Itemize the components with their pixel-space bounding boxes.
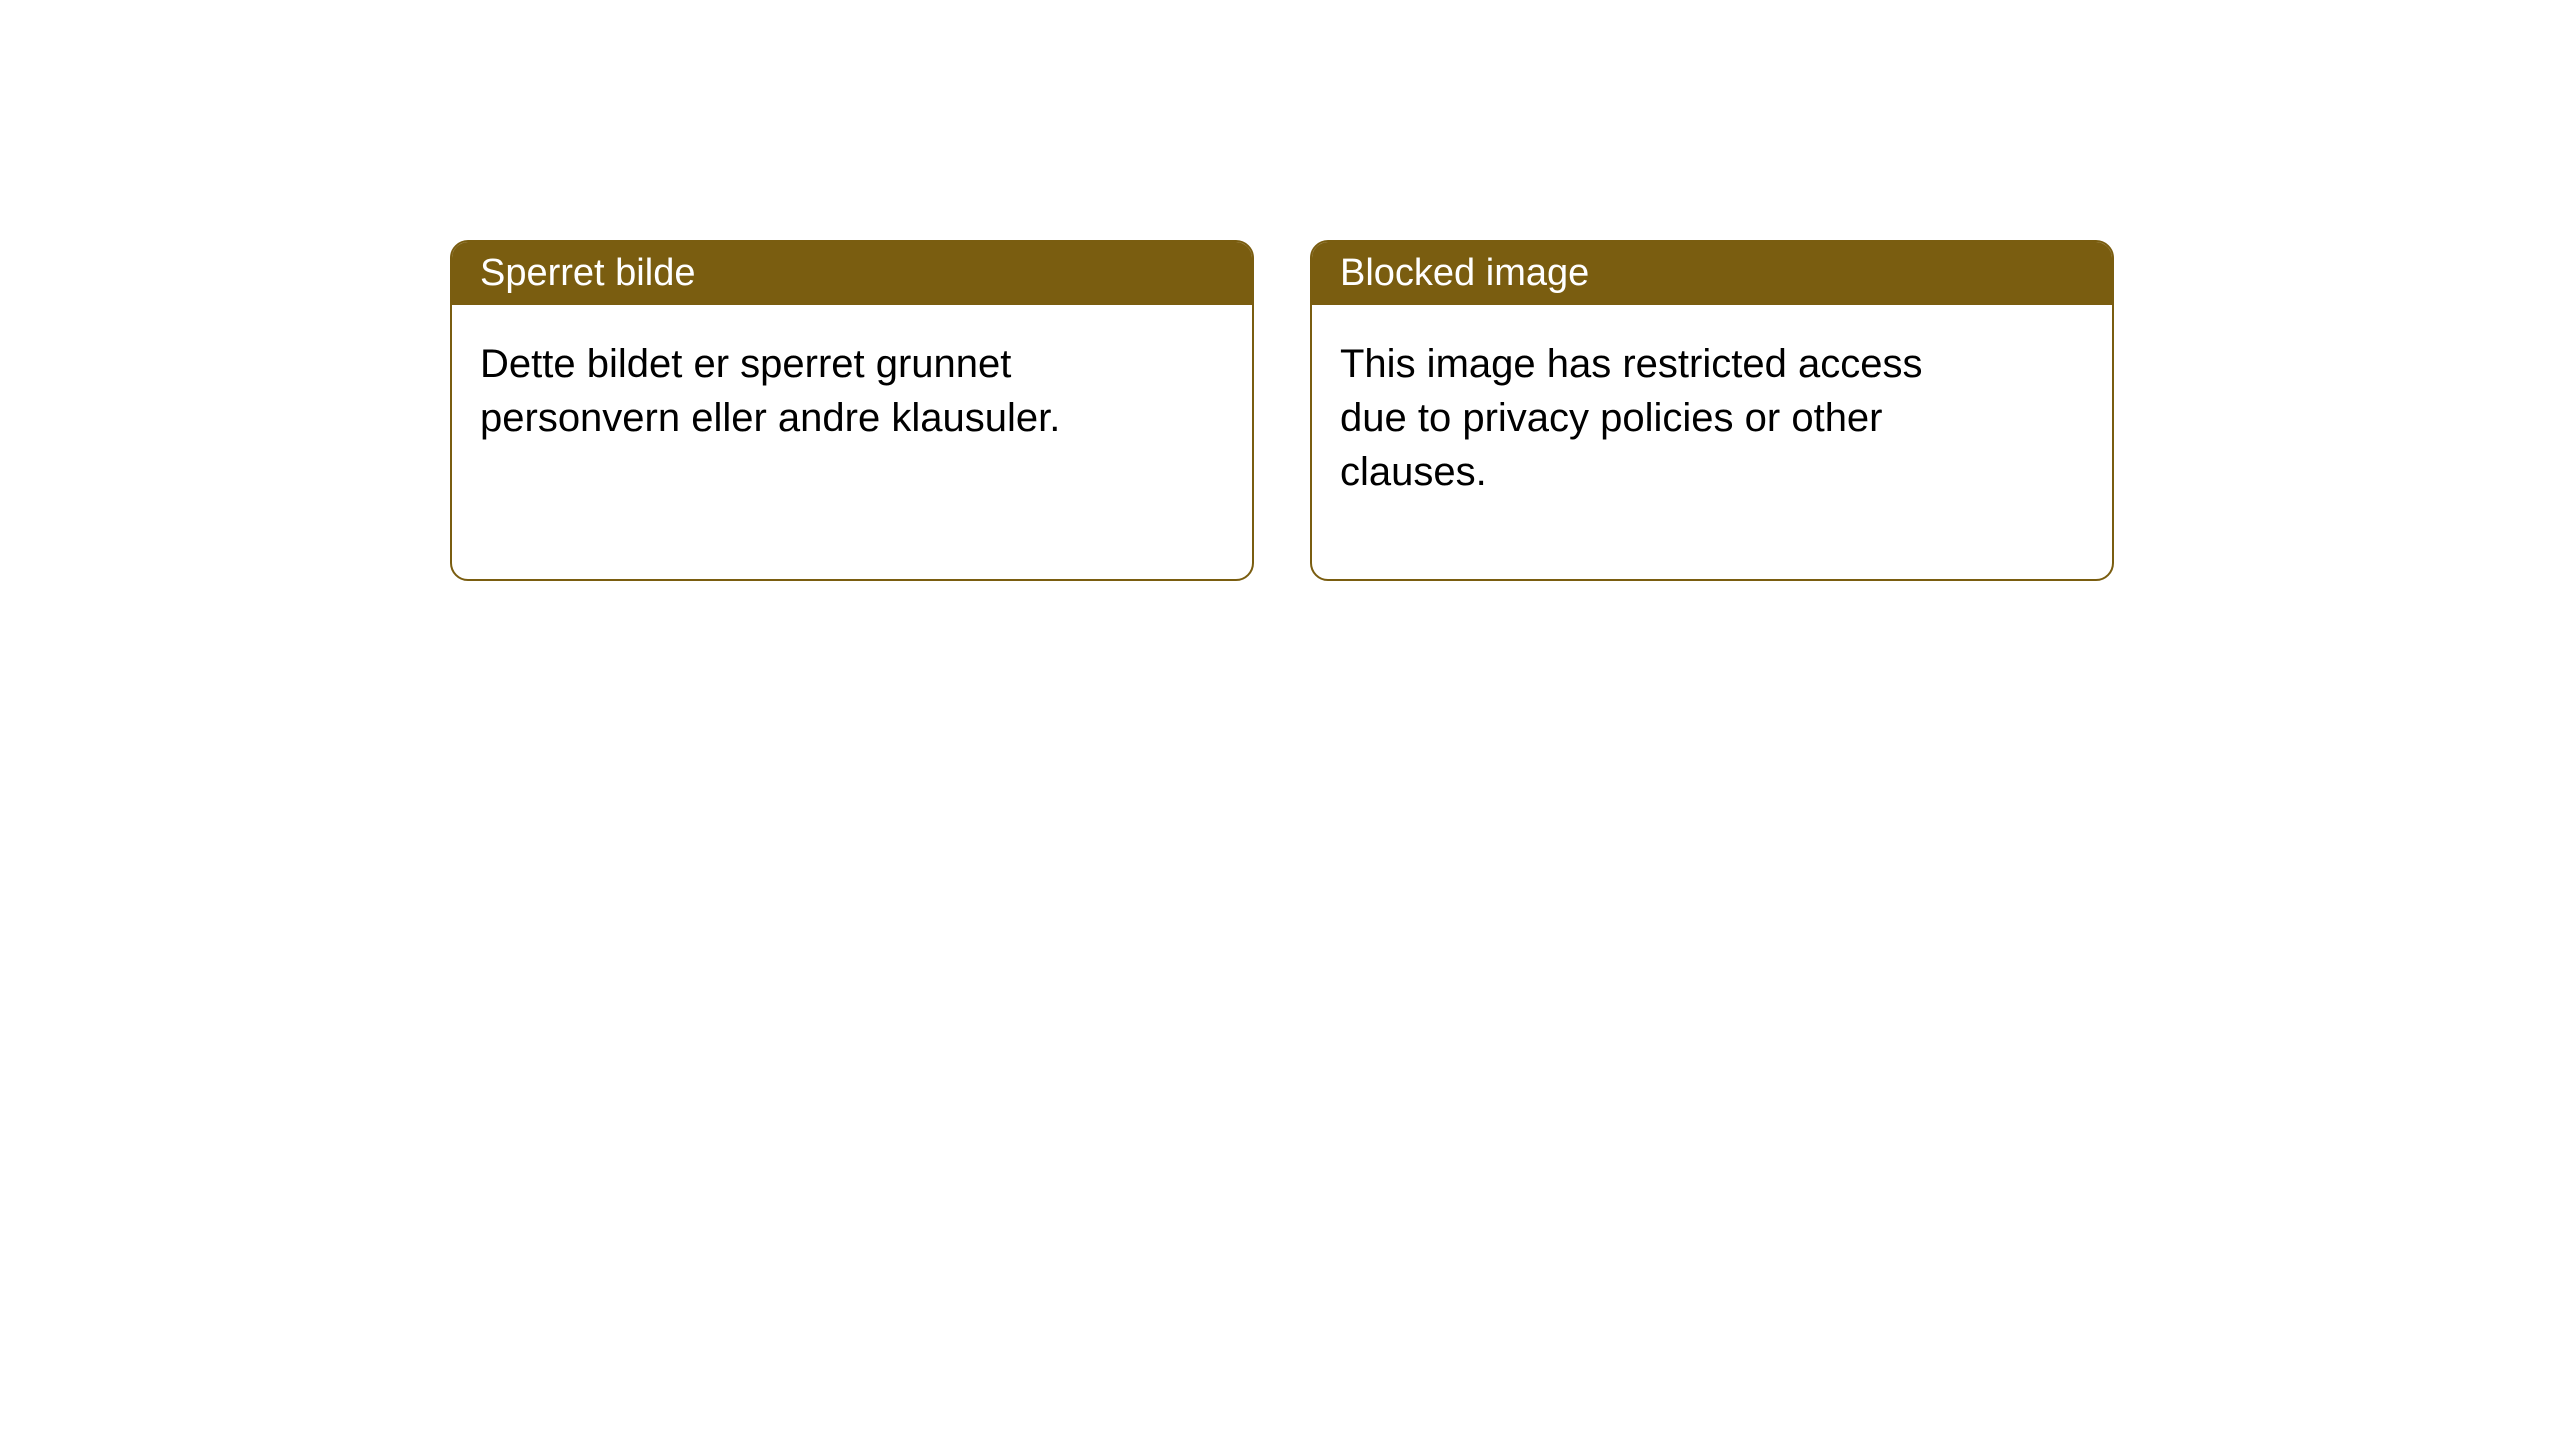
notice-body: This image has restricted access due to …: [1312, 305, 1992, 579]
notice-container: Sperret bilde Dette bildet er sperret gr…: [450, 240, 2114, 581]
notice-title: Sperret bilde: [452, 242, 1252, 305]
notice-title: Blocked image: [1312, 242, 2112, 305]
notice-card-english: Blocked image This image has restricted …: [1310, 240, 2114, 581]
notice-card-norwegian: Sperret bilde Dette bildet er sperret gr…: [450, 240, 1254, 581]
notice-body: Dette bildet er sperret grunnet personve…: [452, 305, 1132, 525]
